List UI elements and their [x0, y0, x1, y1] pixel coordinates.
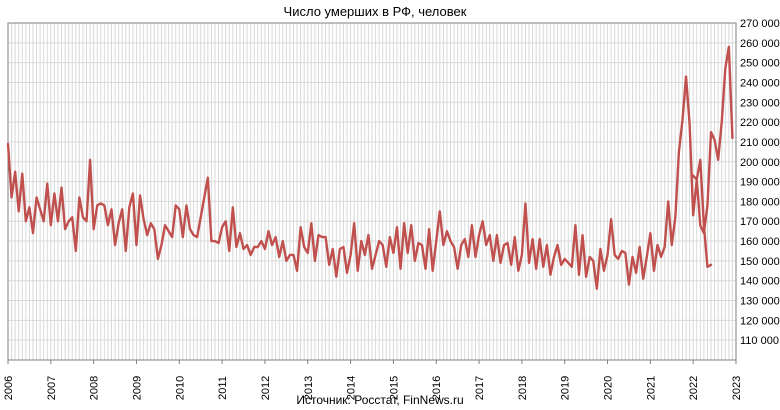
- x-tick-label: 2022: [688, 376, 700, 400]
- x-tick-label: 2018: [517, 376, 529, 400]
- series-line-1: [6, 45, 734, 290]
- y-tick-label: 230 000: [740, 97, 780, 109]
- y-tick-label: 170 000: [740, 216, 780, 228]
- x-tick-label: 2021: [645, 376, 657, 400]
- series-line-2: [691, 158, 713, 269]
- y-tick-label: 160 000: [740, 236, 780, 248]
- x-tick-label: 2011: [217, 376, 229, 400]
- x-tick-label: 2012: [260, 376, 272, 400]
- x-tick-label: 2007: [46, 376, 58, 400]
- x-tick-label: 2008: [89, 376, 101, 400]
- y-tick-label: 180 000: [740, 196, 780, 208]
- y-tick-label: 130 000: [740, 296, 780, 308]
- x-tick-label: 2023: [731, 376, 743, 400]
- x-axis: 2006 2007 2008 2009 2010 2011 2012 2013 2014 2015…: [3, 360, 743, 400]
- chart-title: Число умерших в РФ, человек: [284, 4, 467, 19]
- x-tick-label: 2016: [431, 376, 443, 400]
- y-tick-label: 210 000: [740, 137, 780, 149]
- y-tick-label: 220 000: [740, 117, 780, 129]
- x-tick-label: 2014: [346, 376, 358, 400]
- y-tick-label: 110 000: [740, 335, 779, 347]
- y-tick-label: 120 000: [740, 315, 780, 327]
- grid: [8, 22, 736, 360]
- x-tick-label: 2009: [131, 376, 143, 400]
- x-tick-label: 2019: [560, 376, 572, 400]
- x-tick-label: 2017: [474, 376, 486, 400]
- y-tick-label: 150 000: [740, 256, 780, 268]
- y-axis: 110 000 120 000 130 000 140 000 150 000 160 0…: [740, 18, 780, 347]
- y-tick-label: 250 000: [740, 58, 780, 70]
- x-tick-label: 2015: [388, 376, 400, 400]
- source-note: Источник: Росстат, FinNews.ru: [296, 393, 463, 407]
- y-tick-label: 240 000: [740, 77, 780, 89]
- y-tick-label: 270 000: [740, 18, 780, 30]
- y-tick-label: 140 000: [740, 276, 780, 288]
- x-tick-label: 2013: [303, 376, 315, 400]
- x-tick-label: 2006: [3, 376, 15, 400]
- y-tick-label: 200 000: [740, 157, 780, 169]
- plot-area-border: [7, 22, 737, 361]
- y-tick-label: 260 000: [740, 38, 780, 50]
- x-tick-label: 2010: [174, 376, 186, 400]
- series: [6, 45, 734, 290]
- x-tick-label: 2020: [603, 376, 615, 400]
- y-tick-label: 190 000: [740, 177, 780, 189]
